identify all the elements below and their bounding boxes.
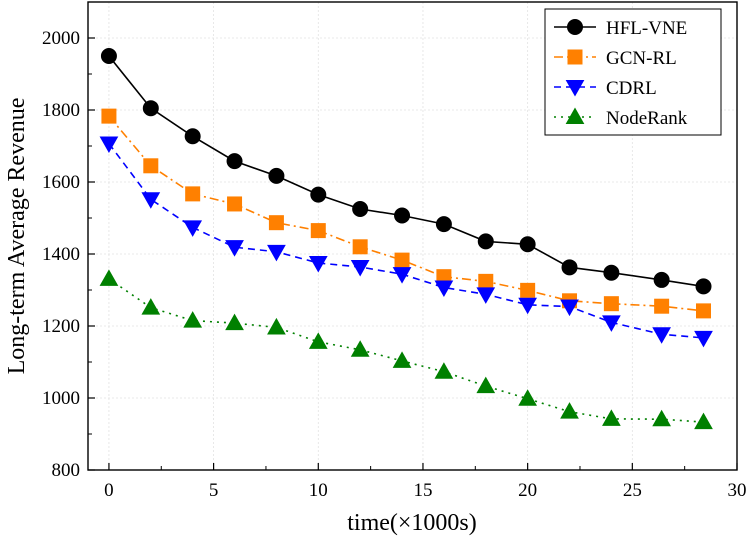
data-point-cdrl xyxy=(267,244,286,262)
series-line-gcn-rl xyxy=(108,115,704,312)
y-tick-label: 2000 xyxy=(42,28,80,49)
data-point-hfl-vne xyxy=(310,186,327,203)
data-point-gcn-rl xyxy=(185,186,201,202)
data-point-cdrl xyxy=(308,256,328,273)
data-point-cdrl xyxy=(99,136,119,153)
data-point-noderank xyxy=(518,389,538,406)
data-point-hfl-vne xyxy=(477,233,494,250)
data-point-hfl-vne xyxy=(100,48,117,64)
y-tick-label: 1000 xyxy=(42,388,80,409)
legend-label-hfl-vne: HFL-VNE xyxy=(606,18,687,39)
data-point-cdrl xyxy=(141,192,161,209)
data-point-noderank xyxy=(141,298,161,315)
y-axis: 800 1000 1200 1400 1600 1800 2000 xyxy=(42,28,95,481)
y-tick-label: 1800 xyxy=(42,100,80,121)
x-tick-label: 0 xyxy=(104,480,114,501)
y-tick-label: 800 xyxy=(52,460,81,481)
legend-marker-gcn-rl xyxy=(567,49,583,65)
data-point-noderank xyxy=(99,269,119,286)
x-tick-label: 20 xyxy=(518,480,537,501)
data-point-gcn-rl xyxy=(603,296,619,312)
x-tick-label: 5 xyxy=(209,480,219,501)
legend-label-noderank: NodeRank xyxy=(606,108,688,129)
data-point-noderank xyxy=(560,402,579,419)
legend-label-gcn-rl: GCN-RL xyxy=(606,48,677,69)
data-point-gcn-rl xyxy=(394,252,410,268)
data-point-gcn-rl xyxy=(654,298,670,314)
y-tick-label: 1200 xyxy=(42,316,80,337)
data-point-noderank xyxy=(602,409,621,426)
data-point-hfl-vne xyxy=(695,278,712,295)
data-point-cdrl xyxy=(652,327,671,344)
data-point-hfl-vne xyxy=(653,271,670,288)
plot-frame xyxy=(87,1,738,471)
data-point-gcn-rl xyxy=(352,239,368,255)
data-point-cdrl xyxy=(225,240,244,257)
data-point-noderank xyxy=(350,340,370,357)
data-point-hfl-vne xyxy=(184,128,201,145)
x-tick-label: 10 xyxy=(309,480,328,501)
data-point-hfl-vne xyxy=(268,167,285,184)
data-point-gcn-rl xyxy=(143,158,159,174)
data-point-gcn-rl xyxy=(227,196,243,212)
x-tick-label: 15 xyxy=(413,480,432,501)
data-point-gcn-rl xyxy=(101,108,117,124)
x-axis: 0 5 10 15 20 25 30 xyxy=(104,463,747,501)
data-point-cdrl xyxy=(602,315,621,332)
legend: HFL-VNE GCN-RL CDRL NodeRank xyxy=(544,8,722,136)
data-point-hfl-vne xyxy=(142,100,159,117)
data-point-cdrl xyxy=(476,287,496,304)
data-point-cdrl xyxy=(392,267,412,284)
data-point-cdrl xyxy=(183,220,203,237)
data-point-noderank xyxy=(652,409,671,427)
y-tick-label: 1600 xyxy=(42,172,80,193)
data-point-hfl-vne xyxy=(352,201,369,217)
data-point-hfl-vne xyxy=(226,153,243,170)
data-point-cdrl xyxy=(350,259,370,277)
data-point-hfl-vne xyxy=(519,236,536,253)
data-point-noderank xyxy=(308,332,328,349)
x-axis-title: time(×1000s) xyxy=(347,510,477,536)
data-point-noderank xyxy=(392,351,412,368)
data-point-gcn-rl xyxy=(478,273,494,289)
data-point-hfl-vne xyxy=(603,264,620,281)
y-axis-title: Long-term Average Revenue xyxy=(4,98,30,375)
data-point-gcn-rl xyxy=(268,215,284,231)
data-point-gcn-rl xyxy=(520,282,536,298)
data-point-gcn-rl xyxy=(310,223,326,239)
data-point-cdrl xyxy=(518,297,538,315)
data-point-cdrl xyxy=(560,299,579,317)
legend-marker-noderank xyxy=(565,107,585,124)
legend-marker-hfl-vne xyxy=(567,19,583,35)
data-point-cdrl xyxy=(694,330,713,348)
data-point-hfl-vne xyxy=(435,216,452,233)
x-tick-label: 25 xyxy=(623,480,642,501)
data-point-noderank xyxy=(225,313,244,331)
legend-marker-cdrl xyxy=(565,80,585,97)
data-point-hfl-vne xyxy=(394,207,411,224)
legend-label-cdrl: CDRL xyxy=(606,78,657,99)
data-point-noderank xyxy=(434,362,454,379)
data-point-noderank xyxy=(183,311,203,328)
x-tick-label: 30 xyxy=(728,480,747,501)
y-tick-label: 1400 xyxy=(42,244,80,265)
data-point-hfl-vne xyxy=(561,259,578,276)
data-point-gcn-rl xyxy=(696,303,712,319)
data-point-noderank xyxy=(476,376,496,394)
series-markers xyxy=(99,48,713,430)
data-point-cdrl xyxy=(434,280,454,297)
data-point-noderank xyxy=(694,412,713,430)
data-point-noderank xyxy=(267,317,286,335)
